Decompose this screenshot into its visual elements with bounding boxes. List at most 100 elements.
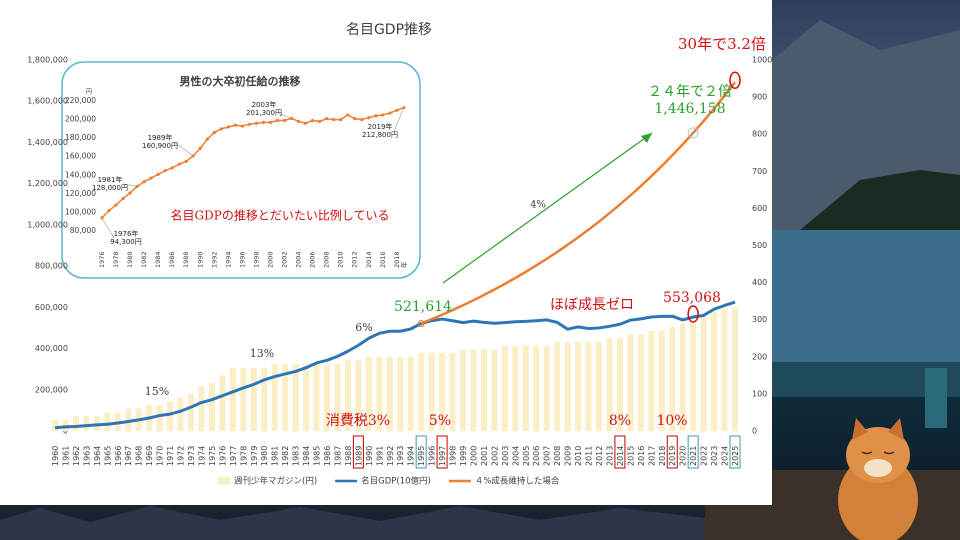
x-tick-label: 1964 <box>93 446 102 466</box>
x-tick-label: 1997 <box>438 446 447 466</box>
bar <box>355 360 362 431</box>
inset-point <box>388 111 392 115</box>
inset-point <box>254 121 259 125</box>
annotation: 30年で3.2倍 <box>678 35 766 53</box>
x-tick-label: 2011 <box>585 446 594 466</box>
inset-x-tick-label: 1976 <box>98 251 106 268</box>
y-tick-label: 200,000 <box>35 385 68 394</box>
x-tick-label: 1962 <box>72 446 81 466</box>
inset-y-tick-label: 120,000 <box>65 189 96 198</box>
category-highlight <box>436 435 448 469</box>
annotation: 10% <box>656 413 687 429</box>
x-tick-label: 2023 <box>710 446 719 466</box>
x-tick-label: 2020 <box>679 446 688 466</box>
bar <box>198 386 205 431</box>
inset-point <box>121 196 125 201</box>
bar <box>627 334 634 431</box>
annotation: 8% <box>609 413 631 429</box>
category-highlight <box>415 435 427 469</box>
bar <box>229 367 236 431</box>
bar <box>52 419 58 431</box>
bar <box>460 349 466 431</box>
x-tick-label: 1979 <box>250 446 259 466</box>
y2-tick-label: 700 <box>752 167 767 176</box>
x-tick-label: 1980 <box>260 446 269 466</box>
inset-annotation: 2003年 <box>252 100 277 109</box>
x-tick-label: 1986 <box>323 446 332 466</box>
annotation: 4% <box>530 200 546 211</box>
inset-point <box>296 119 301 124</box>
bar <box>397 356 404 431</box>
inset-annotation: 201,300円 <box>246 109 282 117</box>
inset-point <box>268 120 273 124</box>
inset-x-tick-label: 2008 <box>323 251 331 268</box>
inset-annotation: 128,000円 <box>92 184 128 192</box>
inset-annotation: 212,800円 <box>362 131 398 139</box>
x-tick-label: 1961 <box>61 446 70 466</box>
inset-point <box>395 108 399 112</box>
cat-muzzle <box>864 459 892 477</box>
bar <box>188 393 194 431</box>
bar <box>208 382 215 431</box>
inset-point <box>128 191 132 195</box>
annotation: 5% <box>429 413 451 429</box>
bar <box>83 416 90 431</box>
bar <box>470 349 477 431</box>
bar <box>732 308 738 431</box>
y-tick-label: 1,800,000 <box>27 56 68 65</box>
x-tick-label: 1976 <box>218 446 227 466</box>
bar <box>522 345 529 431</box>
y2-tick-label: 900 <box>752 93 767 102</box>
x-tick-label: 2001 <box>480 446 489 466</box>
inset-point <box>374 114 378 118</box>
bar <box>407 356 414 431</box>
bar <box>501 345 508 431</box>
bar <box>564 341 571 431</box>
inset-point <box>247 122 252 126</box>
inset-point <box>198 146 202 150</box>
bar <box>721 308 728 431</box>
inset-annotation: 1981年 <box>98 175 123 184</box>
x-tick-label: 2006 <box>532 446 541 466</box>
y2-tick-label: 400 <box>752 278 767 287</box>
y-tick-label: 1,600,000 <box>27 97 68 106</box>
x-tick-label: 1966 <box>114 446 123 466</box>
bar <box>72 416 79 431</box>
x-tick-label: 1985 <box>313 446 322 466</box>
inset-x-tick-label: 1998 <box>252 251 260 268</box>
bar <box>376 356 383 431</box>
inset-point <box>360 117 364 122</box>
inset-annotation: 94,300円 <box>110 238 142 246</box>
x-tick-label: 2019 <box>668 446 677 466</box>
bar <box>282 364 289 431</box>
x-tick-label: 2003 <box>501 446 510 466</box>
inset-point <box>325 117 329 121</box>
annotation: ほぼ成長ゼロ <box>550 297 634 313</box>
x-tick-label: 1973 <box>187 446 196 466</box>
x-tick-label: 1995 <box>417 446 426 466</box>
x-tick-label: 2016 <box>637 446 646 466</box>
x-tick-label: 2024 <box>721 446 730 466</box>
bar <box>512 345 519 431</box>
x-tick-label: 2025 <box>731 446 740 466</box>
bar <box>428 353 435 431</box>
inset-point <box>233 123 237 127</box>
marker-circle <box>687 305 699 323</box>
bar <box>491 349 498 431</box>
bar <box>690 319 697 431</box>
y-tick-label: 1,400,000 <box>27 138 68 147</box>
bar <box>250 367 257 431</box>
y-tick-label: 1,200,000 <box>27 179 68 188</box>
y2-tick-label: 600 <box>752 204 767 213</box>
inset-point <box>311 118 315 123</box>
bar <box>480 349 487 431</box>
x-tick-label: 2007 <box>543 446 552 466</box>
x-tick-label: 2022 <box>700 446 709 466</box>
bar <box>533 345 540 431</box>
x-tick-label: 1990 <box>365 446 374 466</box>
marker-circle <box>687 127 699 139</box>
x-tick-label: 1984 <box>302 446 311 466</box>
x-tick-label: 1993 <box>396 446 405 466</box>
x-tick-label: 1977 <box>229 446 238 466</box>
annotation: 521,614 <box>394 299 452 315</box>
